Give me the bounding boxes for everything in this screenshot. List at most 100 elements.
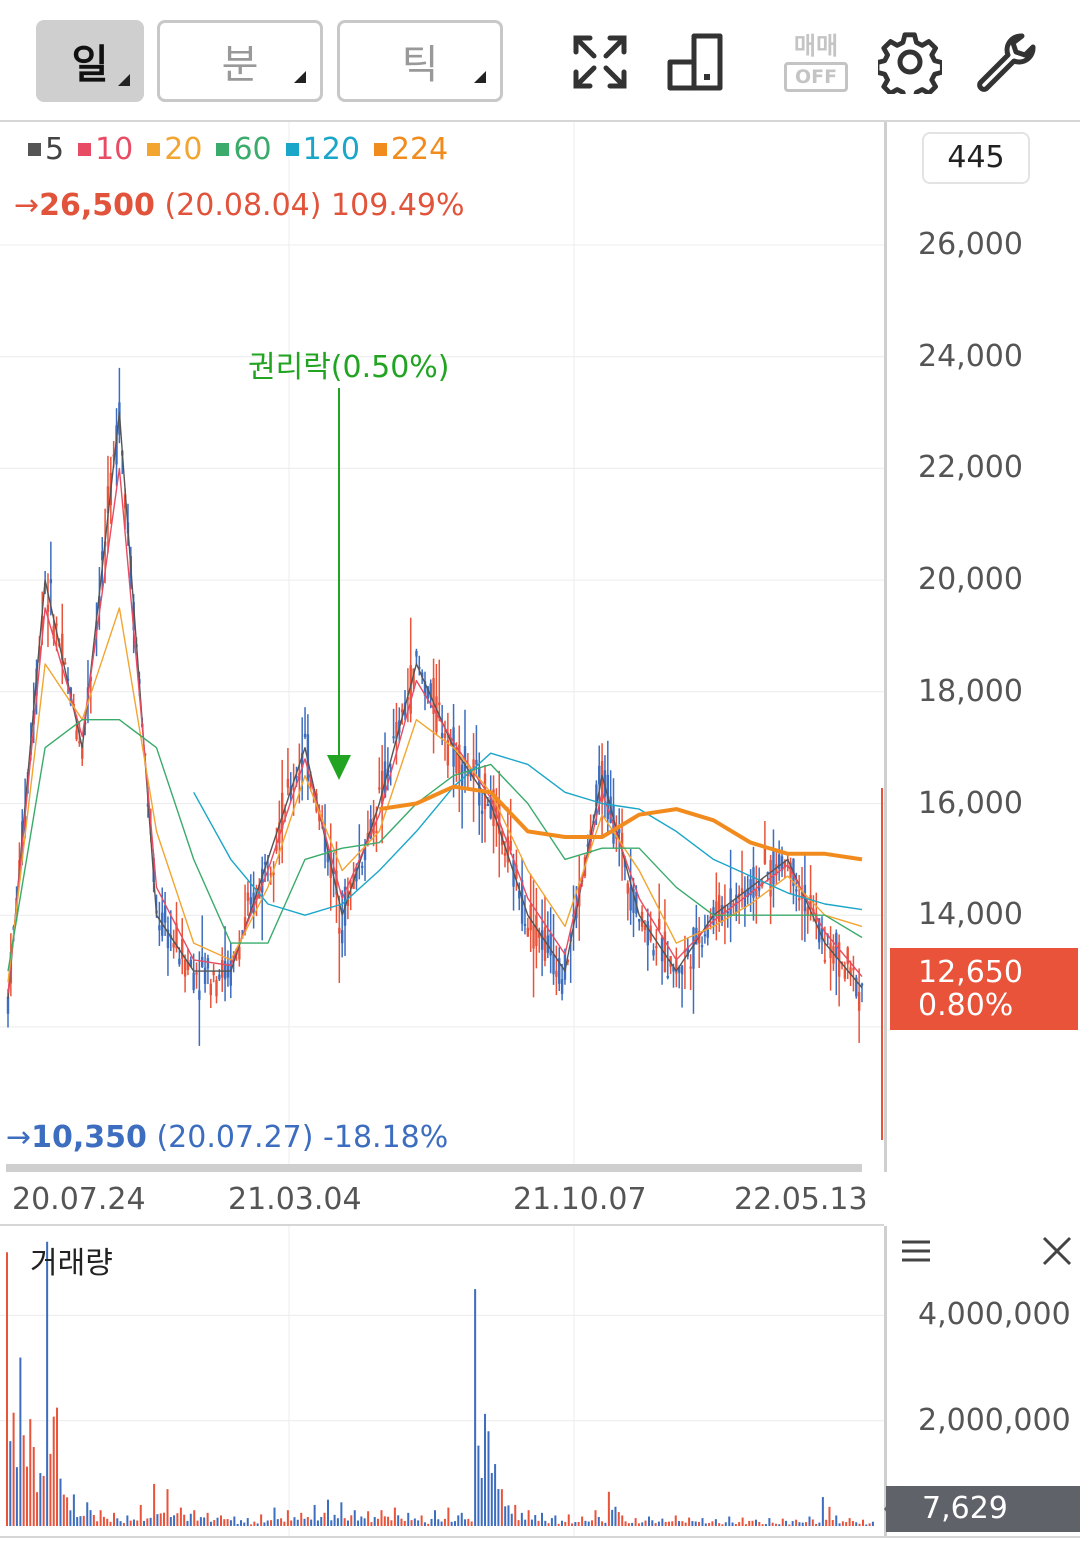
candle-body	[221, 960, 224, 978]
legend-item-ma60[interactable]: 60	[216, 132, 272, 167]
candle-body	[852, 968, 855, 971]
wrench-icon[interactable]	[974, 30, 1038, 94]
volume-bar	[390, 1520, 393, 1526]
candle-body	[503, 852, 507, 856]
volume-bar	[113, 1512, 115, 1526]
candle-body	[518, 890, 521, 899]
volume-bar	[791, 1521, 794, 1526]
volume-bar	[674, 1515, 677, 1526]
candle-body	[529, 904, 532, 931]
candle-body	[266, 866, 270, 869]
volume-bar	[293, 1517, 296, 1526]
event-arrow-head	[327, 755, 351, 780]
volume-bar	[286, 1510, 289, 1526]
volume-bar	[781, 1518, 784, 1526]
volume-bar	[731, 1522, 734, 1526]
high-price: 26,500	[39, 188, 155, 223]
candle-body	[66, 678, 70, 681]
volume-bar	[704, 1523, 707, 1526]
candle-body	[860, 983, 864, 986]
price-chart[interactable]	[0, 122, 884, 1172]
volume-bar	[514, 1504, 517, 1526]
volume-bar	[550, 1518, 553, 1526]
legend-swatch	[373, 143, 387, 156]
volume-bar	[52, 1416, 55, 1526]
layout-icon[interactable]	[664, 30, 728, 94]
date-tick-label: 22.05.13	[734, 1182, 868, 1217]
volume-last-tag: 7,629	[884, 1486, 1080, 1532]
candle-body	[443, 733, 447, 738]
volume-bar	[480, 1477, 483, 1526]
ma20-line	[7, 607, 863, 983]
menu-icon[interactable]	[900, 1234, 934, 1268]
period-tick-button[interactable]: 틱	[337, 20, 503, 102]
volume-bar	[216, 1517, 219, 1526]
volume-bar	[136, 1520, 139, 1526]
volume-bar	[564, 1521, 567, 1526]
volume-bar	[340, 1502, 343, 1526]
close-icon[interactable]	[1040, 1234, 1074, 1268]
candle-body	[755, 890, 758, 897]
legend-item-ma5[interactable]: 5	[28, 132, 64, 167]
legend-swatch	[147, 143, 161, 156]
volume-bar	[213, 1520, 216, 1526]
candle-body	[420, 672, 424, 677]
legend-label: 120	[302, 132, 360, 167]
volume-bar	[648, 1516, 650, 1526]
candle-body	[666, 975, 669, 978]
candle-body	[132, 601, 135, 631]
candle-body	[492, 789, 495, 826]
candle-body	[300, 752, 304, 768]
legend-label: 60	[233, 132, 272, 167]
volume-bar	[594, 1510, 597, 1526]
candle-body	[672, 966, 675, 972]
volume-bar	[19, 1357, 22, 1526]
volume-title: 거래량	[30, 1246, 113, 1281]
candle-body	[815, 913, 818, 923]
volume-bar	[189, 1513, 192, 1526]
high-date: (20.08.04)	[164, 188, 322, 223]
candle-body	[832, 946, 835, 964]
volume-bar	[360, 1516, 363, 1526]
volume-bar	[457, 1515, 460, 1526]
candle-body	[703, 934, 707, 937]
volume-bar	[86, 1502, 89, 1526]
volume-bar	[560, 1520, 563, 1526]
candle-body	[695, 927, 698, 945]
volume-bar	[447, 1507, 450, 1526]
volume-bar	[336, 1518, 339, 1526]
volume-chart[interactable]	[0, 1226, 884, 1536]
candle-body	[215, 980, 218, 997]
volume-bar	[641, 1522, 644, 1526]
legend-item-ma10[interactable]: 10	[78, 132, 133, 167]
volume-bar	[153, 1483, 156, 1526]
volume-bar	[724, 1522, 727, 1526]
candle-body	[558, 958, 561, 984]
candle-count-box[interactable]: 445	[922, 132, 1030, 184]
volume-axis	[884, 1226, 1080, 1536]
fullscreen-icon[interactable]	[568, 30, 632, 94]
candle-body	[418, 666, 421, 670]
legend-item-ma120[interactable]: 120	[285, 132, 360, 167]
volume-bar	[691, 1521, 694, 1526]
candle-body	[363, 843, 367, 861]
period-minute-button[interactable]: 분	[157, 20, 323, 102]
candle-body	[743, 891, 747, 909]
candle-body	[181, 938, 184, 959]
period-day-button[interactable]: 일	[36, 20, 144, 102]
volume-bar	[825, 1519, 828, 1526]
chart-scrollbar[interactable]	[6, 1164, 862, 1172]
legend-item-ma20[interactable]: 20	[147, 132, 202, 167]
volume-bar	[66, 1497, 69, 1526]
legend-item-ma224[interactable]: 224	[373, 132, 448, 167]
settings-icon[interactable]	[878, 30, 942, 94]
trade-off-toggle[interactable]: 매매 OFF	[784, 30, 848, 96]
volume-bar	[728, 1516, 731, 1526]
candle-body	[101, 551, 104, 561]
candle-body	[820, 928, 824, 940]
volume-bar	[266, 1520, 269, 1526]
volume-bar	[387, 1516, 390, 1526]
volume-bar	[678, 1521, 681, 1526]
volume-bar	[310, 1519, 313, 1526]
volume-bar	[517, 1520, 520, 1526]
